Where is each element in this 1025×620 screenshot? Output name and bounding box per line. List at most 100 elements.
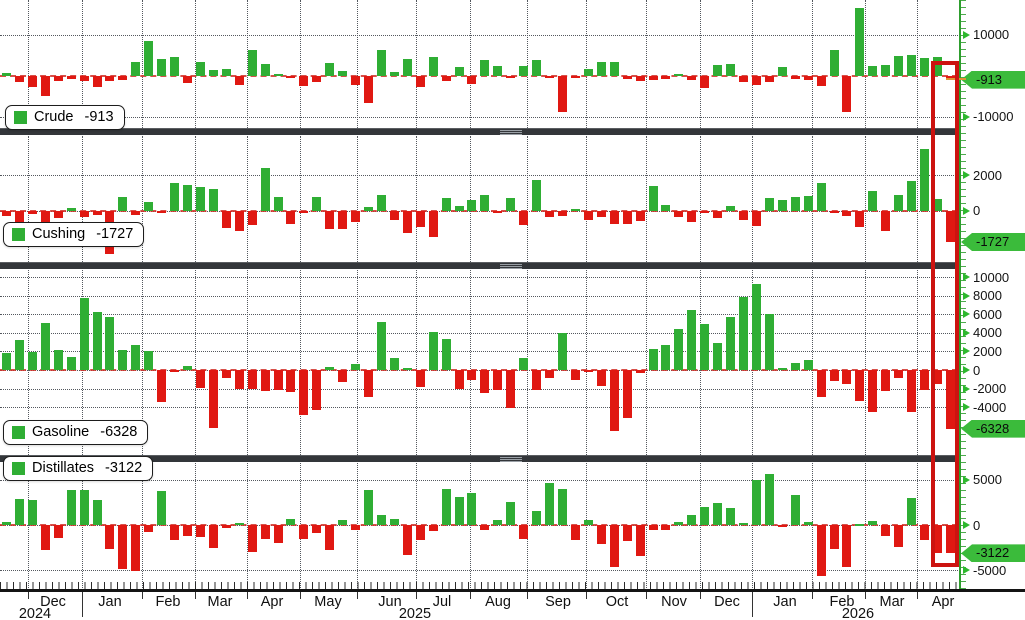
month-boundary-tick xyxy=(142,592,143,599)
bar xyxy=(441,198,451,211)
bar xyxy=(195,525,205,537)
gridline-vertical xyxy=(812,0,813,128)
legend-gasoline[interactable]: Gasoline -6328 xyxy=(3,420,149,445)
bar xyxy=(557,489,567,525)
month-label: Jun xyxy=(378,594,402,610)
bar xyxy=(557,75,567,113)
legend-distillates[interactable]: Distillates -3122 xyxy=(3,456,154,481)
gridline-vertical xyxy=(812,463,813,590)
bar xyxy=(428,210,438,237)
bar xyxy=(777,67,787,76)
bar xyxy=(2,352,11,370)
gridline-vertical xyxy=(416,0,417,128)
bar xyxy=(286,210,296,224)
tick-arrow-icon xyxy=(963,273,970,282)
axis-tick-label: 2000 xyxy=(963,343,1002,359)
bar xyxy=(803,522,813,525)
bar xyxy=(389,518,399,525)
legend-crude[interactable]: Crude -913 xyxy=(5,105,125,130)
gridline-horizontal xyxy=(0,479,958,481)
bar xyxy=(493,519,503,525)
bar xyxy=(2,73,11,76)
bar xyxy=(195,61,205,76)
bar xyxy=(260,168,270,211)
last-value-badge-distillates: -3122 xyxy=(961,544,1025,563)
bar xyxy=(2,522,11,525)
month-boundary-tick xyxy=(700,592,701,599)
bar xyxy=(415,525,425,540)
bar xyxy=(557,210,567,217)
bar xyxy=(648,185,658,211)
gridline-vertical xyxy=(917,0,918,128)
year-separator-line xyxy=(82,592,83,617)
panel-divider-2[interactable] xyxy=(0,262,958,269)
bar xyxy=(829,50,839,76)
bar xyxy=(131,525,141,572)
bar xyxy=(803,75,813,80)
legend-label: Distillates xyxy=(32,460,95,476)
month-label: Apr xyxy=(931,594,955,610)
bar xyxy=(40,75,50,96)
bar xyxy=(351,75,361,85)
gridline-vertical xyxy=(300,270,301,455)
bar xyxy=(777,368,787,371)
bar xyxy=(493,210,503,213)
bar xyxy=(532,510,542,525)
bar xyxy=(713,210,723,219)
axis-tick-label: 4000 xyxy=(963,325,1002,340)
gridline-vertical xyxy=(195,270,196,455)
tick-arrow-icon xyxy=(963,171,970,179)
legend-cushing[interactable]: Cushing -1727 xyxy=(3,222,145,247)
bar xyxy=(66,75,76,80)
bar xyxy=(170,370,180,372)
gridline-vertical xyxy=(527,136,528,262)
bar xyxy=(389,210,399,220)
bar xyxy=(247,525,257,553)
bar xyxy=(234,210,244,231)
bar xyxy=(157,210,167,213)
tick-arrow-icon xyxy=(963,403,970,412)
bar xyxy=(273,370,283,391)
gridline-vertical xyxy=(470,136,471,262)
tick-text: 0 xyxy=(973,362,981,378)
bar xyxy=(131,210,141,215)
gridline-horizontal xyxy=(0,332,958,334)
month-label: May xyxy=(314,594,342,610)
axis-tick-label: 5000 xyxy=(963,472,1002,487)
tick-text: 2000 xyxy=(973,343,1002,359)
bar xyxy=(751,210,761,227)
bar xyxy=(325,525,335,551)
bar xyxy=(338,519,348,525)
bar xyxy=(14,210,24,228)
panel-divider-3[interactable] xyxy=(0,455,958,462)
bar xyxy=(325,63,335,76)
tick-text: 8000 xyxy=(973,288,1002,304)
gridline-vertical xyxy=(195,463,196,590)
month-boundary-tick xyxy=(646,592,647,599)
tick-text: 2000 xyxy=(973,167,1002,183)
legend-value: -1727 xyxy=(96,226,134,242)
bar xyxy=(454,496,464,525)
zero-line xyxy=(0,369,958,371)
bar xyxy=(53,525,63,538)
month-label: Feb xyxy=(829,594,855,610)
bar xyxy=(855,8,865,76)
tick-text: -2000 xyxy=(973,381,1007,397)
gridline-vertical xyxy=(82,0,83,128)
bar xyxy=(208,189,218,211)
bar xyxy=(674,522,684,525)
gridline-vertical xyxy=(357,0,358,128)
bar xyxy=(454,205,464,211)
tick-arrow-icon xyxy=(963,384,970,393)
bar xyxy=(312,525,322,534)
bar xyxy=(79,489,89,525)
bar xyxy=(583,520,593,525)
bar xyxy=(195,186,205,211)
bar xyxy=(66,208,76,211)
gridline-vertical xyxy=(586,463,587,590)
last-value-badge-crude: -913 xyxy=(961,70,1025,89)
bar xyxy=(648,349,658,370)
bar xyxy=(157,370,167,403)
gridline-vertical xyxy=(142,136,143,262)
panel-divider-1[interactable] xyxy=(0,128,958,135)
